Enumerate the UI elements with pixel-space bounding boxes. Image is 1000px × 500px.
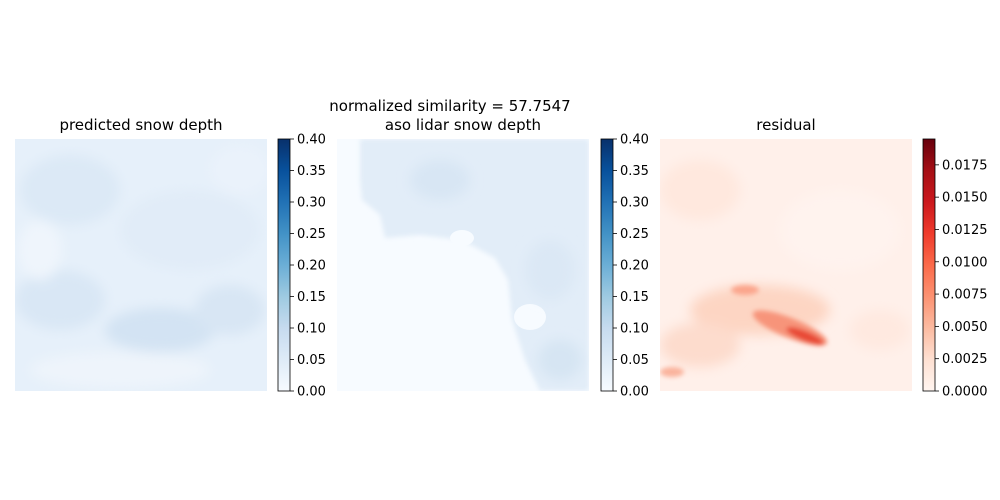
colorbar-3-tick-label: 0.0000	[942, 385, 988, 400]
panel-3-title: residual	[756, 116, 815, 134]
colorbar-1-tick-label: 0.20	[297, 259, 326, 274]
colorbar-1-tick-label: 0.15	[297, 290, 326, 305]
colorbar-3-ticks: 0.0000 0.0025 0.0050 0.0075 0.0100 0.0125 0.01…	[935, 158, 988, 400]
colorbar-2-tick-label: 0.00	[620, 385, 649, 400]
colorbar-2-tick-label: 0.40	[620, 133, 649, 148]
colorbar-3-tick-label: 0.0075	[942, 288, 988, 303]
colorbar-1-ticks: 0.00 0.05 0.10 0.15 0.20 0.25 0.30 0.35 0.40	[290, 133, 326, 400]
colorbar-1-tick-label: 0.10	[297, 322, 326, 337]
colorbar-1-tick-label: 0.35	[297, 164, 326, 179]
colorbar-3: 0.0000 0.0025 0.0050 0.0075 0.0100 0.0125 0.01…	[922, 138, 988, 400]
colorbar-2-ticks: 0.00 0.05 0.10 0.15 0.20 0.25 0.30 0.35 0.40	[613, 133, 649, 400]
colorbar-2-tick-label: 0.20	[620, 259, 649, 274]
colorbar-1-tick-label: 0.00	[297, 385, 326, 400]
colorbar-3-tick-label: 0.0150	[942, 191, 988, 206]
colorbar-3-tick-label: 0.0125	[942, 223, 988, 238]
colorbar-1-tick-label: 0.25	[297, 227, 326, 242]
colorbar-1-tick-label: 0.30	[297, 196, 326, 211]
heatmap-predicted-snow-depth	[15, 139, 267, 391]
colorbar-1: 0.00 0.05 0.10 0.15 0.20 0.25 0.30 0.35 0.40	[277, 133, 326, 400]
colorbar-2-tick-label: 0.25	[620, 227, 649, 242]
colorbar-3-tick-label: 0.0025	[942, 352, 988, 367]
colorbar-3-tick-label: 0.0100	[942, 255, 988, 270]
colorbar-1-tick-label: 0.40	[297, 133, 326, 148]
colorbar-2-tick-label: 0.05	[620, 353, 649, 368]
colorbar-3-tick-label: 0.0175	[942, 158, 988, 173]
heatmap-aso-lidar-snow-depth	[337, 139, 589, 391]
colorbar-2-tick-label: 0.30	[620, 196, 649, 211]
colorbar-1-tick-label: 0.05	[297, 353, 326, 368]
heatmap-residual	[660, 139, 912, 391]
colorbar-2-tick-label: 0.15	[620, 290, 649, 305]
colorbar-2-tick-label: 0.35	[620, 164, 649, 179]
panel-1-title: predicted snow depth	[59, 116, 222, 134]
figure-title-line: normalized similarity = 57.7547	[329, 97, 570, 115]
panel-2-title: aso lidar snow depth	[385, 116, 541, 134]
colorbar-2-tick-label: 0.10	[620, 322, 649, 337]
colorbar-3-tick-label: 0.0050	[942, 320, 988, 335]
colorbar-2: 0.00 0.05 0.10 0.15 0.20 0.25 0.30 0.35 0.40	[600, 133, 649, 400]
